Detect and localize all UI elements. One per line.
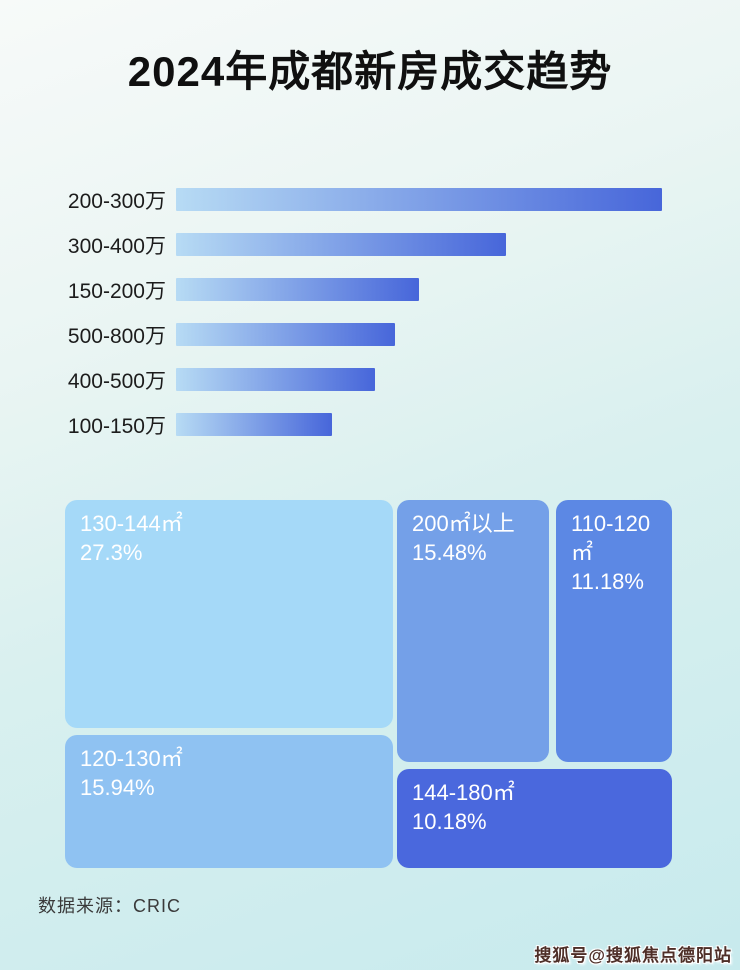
treemap-tile-value: 15.94%: [80, 775, 155, 801]
bar-track: [176, 278, 662, 301]
bar-category-label: 200-300万: [67, 189, 166, 213]
bar-category-label: 300-400万: [67, 234, 166, 258]
bar-track: [176, 413, 662, 436]
bar-row: 300-400万: [0, 233, 740, 258]
treemap-tile-value: 11.18%: [571, 569, 644, 595]
bar-row: 150-200万: [0, 278, 740, 303]
bar-row: 200-300万: [0, 188, 740, 213]
bar: [176, 188, 662, 211]
bar-track: [176, 188, 662, 211]
bar-track: [176, 323, 662, 346]
treemap-tile-label: 110-120㎡: [571, 511, 651, 566]
bar: [176, 233, 507, 256]
treemap-tile: 144-180㎡ 10.18%: [397, 769, 672, 868]
treemap-tile-label: 200㎡以上: [412, 511, 515, 536]
bar-track: [176, 368, 662, 391]
watermark-text: 搜狐号@搜狐焦点德阳站: [534, 946, 732, 965]
bar: [176, 278, 419, 301]
bar-category-label: 400-500万: [67, 369, 166, 393]
bar-category-label: 100-150万: [67, 414, 166, 438]
treemap-tile-value: 27.3%: [80, 540, 143, 566]
bar-category-label: 500-800万: [67, 324, 166, 348]
treemap-tile: 120-130㎡ 15.94%: [65, 735, 393, 868]
bar: [176, 323, 395, 346]
data-source-label: 数据来源：CRIC: [38, 896, 181, 916]
bar-row: 500-800万: [0, 323, 740, 348]
treemap-tile: 200㎡以上 15.48%: [397, 500, 549, 762]
treemap-tile-value: 10.18%: [412, 809, 487, 835]
price-range-bar-chart: 200-300万 300-400万 150-200万 500-800万 400-…: [0, 188, 740, 458]
page-title: 2024年成都新房成交趋势: [127, 48, 613, 95]
bar-row: 400-500万: [0, 368, 740, 393]
treemap-tile-label: 144-180㎡: [412, 780, 515, 805]
bar-track: [176, 233, 662, 256]
bar: [176, 368, 376, 391]
bar-category-label: 150-200万: [67, 279, 166, 303]
treemap-tile-label: 120-130㎡: [80, 746, 183, 771]
treemap-tile: 130-144㎡ 27.3%: [65, 500, 393, 728]
area-share-treemap: 130-144㎡ 27.3% 120-130㎡ 15.94% 200㎡以上 15…: [65, 498, 672, 868]
treemap-tile: 110-120㎡ 11.18%: [556, 500, 672, 762]
bar: [176, 413, 332, 436]
bar-row: 100-150万: [0, 413, 740, 438]
treemap-tile-value: 15.48%: [412, 540, 487, 566]
treemap-tile-label: 130-144㎡: [80, 511, 183, 536]
